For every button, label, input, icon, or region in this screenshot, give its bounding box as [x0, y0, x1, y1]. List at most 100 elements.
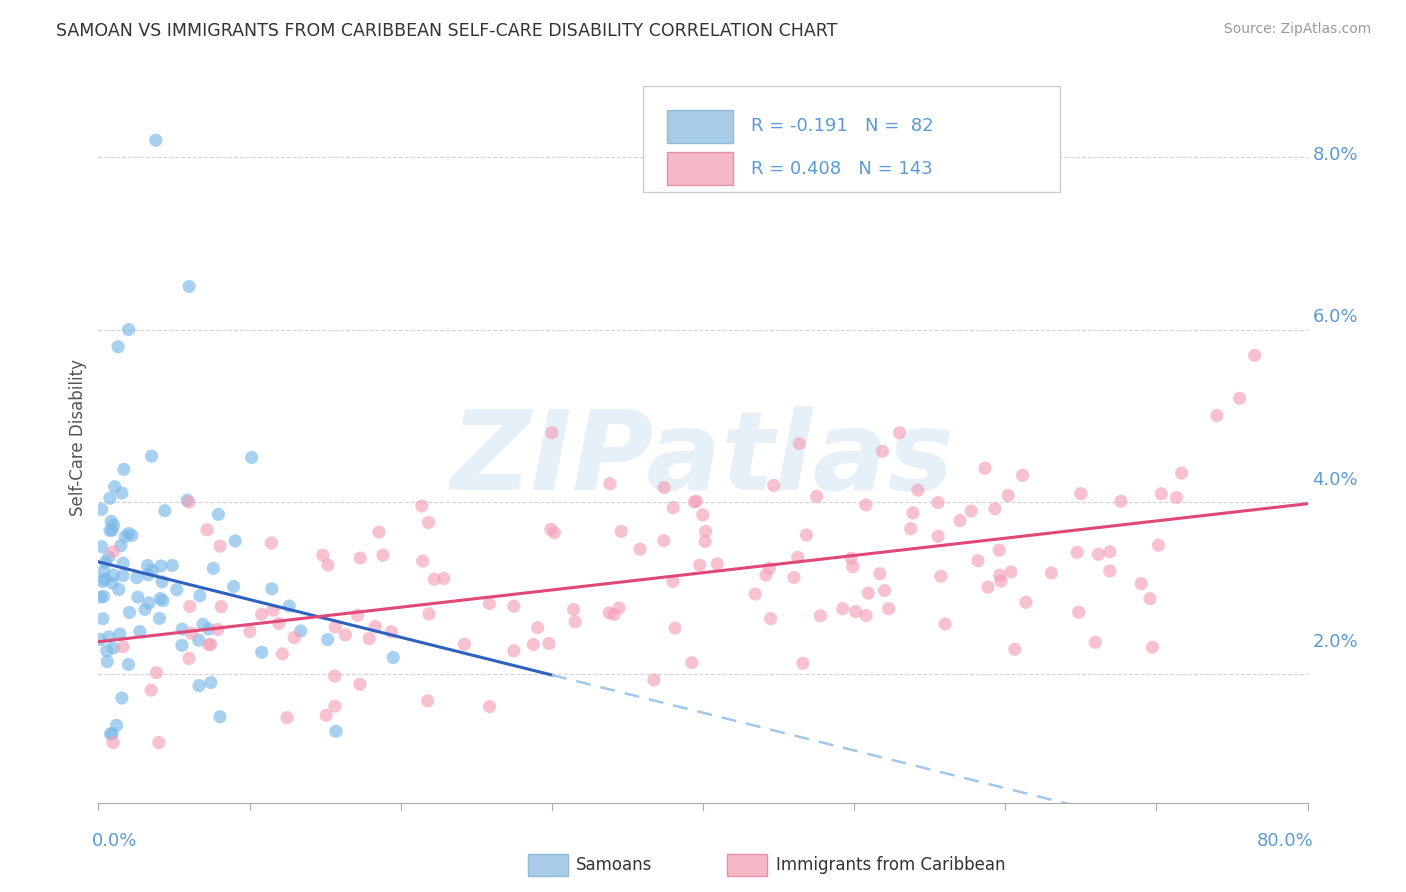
Point: [283, 631, 305, 645]
Point: [103, 641, 125, 656]
Point: [685, 494, 707, 508]
Point: [90, 540, 112, 554]
Point: [1147, 538, 1170, 552]
Point: [107, 340, 129, 354]
Point: [149, 591, 172, 606]
Point: [661, 574, 683, 589]
Point: [209, 599, 232, 614]
Point: [207, 508, 229, 522]
Point: [652, 533, 675, 548]
Point: [831, 601, 853, 615]
Point: [101, 727, 124, 741]
Point: [607, 601, 630, 615]
Point: [907, 483, 929, 498]
Point: [1166, 491, 1188, 505]
Text: R = 0.408   N = 143: R = 0.408 N = 143: [751, 160, 934, 178]
Point: [145, 665, 167, 680]
Point: [423, 572, 446, 586]
Point: [103, 568, 125, 582]
Point: [997, 489, 1019, 503]
Point: [111, 486, 134, 500]
Point: [1084, 635, 1107, 649]
Point: [537, 636, 560, 650]
Point: [901, 506, 924, 520]
Point: [90, 590, 112, 604]
Point: [104, 480, 127, 494]
Point: [262, 603, 284, 617]
Point: [967, 554, 990, 568]
Point: [783, 570, 806, 584]
Point: [187, 633, 209, 648]
Point: [97, 630, 120, 644]
Point: [222, 580, 245, 594]
Point: [150, 574, 173, 589]
Point: [188, 679, 211, 693]
Point: [315, 708, 337, 723]
Point: [1206, 409, 1229, 423]
Point: [984, 501, 1007, 516]
Point: [276, 711, 298, 725]
Point: [1087, 547, 1109, 561]
Point: [323, 669, 346, 683]
Point: [368, 524, 391, 539]
Point: [856, 586, 879, 600]
Point: [200, 637, 222, 651]
Point: [105, 718, 128, 732]
Point: [758, 561, 780, 575]
Point: [412, 554, 434, 568]
Point: [200, 675, 222, 690]
Point: [416, 694, 439, 708]
Point: [418, 516, 440, 530]
Point: [152, 593, 174, 607]
Point: [98, 491, 121, 506]
Point: [96, 655, 118, 669]
Point: [1139, 591, 1161, 606]
Point: [786, 550, 808, 565]
Point: [662, 500, 685, 515]
Point: [855, 608, 877, 623]
Text: Source: ZipAtlas.com: Source: ZipAtlas.com: [1223, 22, 1371, 37]
Point: [599, 476, 621, 491]
Point: [114, 530, 136, 544]
Point: [112, 568, 135, 582]
Point: [145, 133, 167, 147]
Point: [689, 558, 711, 572]
Point: [562, 602, 585, 616]
Point: [652, 481, 675, 495]
Point: [810, 608, 832, 623]
Point: [706, 557, 728, 571]
Text: SAMOAN VS IMMIGRANTS FROM CARIBBEAN SELF-CARE DISABILITY CORRELATION CHART: SAMOAN VS IMMIGRANTS FROM CARIBBEAN SELF…: [56, 22, 838, 40]
Point: [1229, 392, 1251, 406]
Point: [900, 522, 922, 536]
Point: [692, 508, 714, 522]
Point: [929, 569, 952, 583]
Point: [1011, 468, 1033, 483]
Point: [93, 573, 115, 587]
Text: 0.0%: 0.0%: [93, 832, 138, 850]
Point: [990, 574, 1012, 588]
Point: [202, 561, 225, 575]
Point: [136, 558, 159, 573]
Text: R = -0.191   N =  82: R = -0.191 N = 82: [751, 117, 934, 136]
Point: [312, 548, 335, 562]
Point: [110, 539, 132, 553]
Point: [806, 489, 828, 503]
Point: [1109, 494, 1132, 508]
Point: [1015, 595, 1038, 609]
Point: [260, 536, 283, 550]
Point: [1000, 565, 1022, 579]
Point: [177, 495, 200, 509]
Point: [148, 735, 170, 749]
Point: [789, 436, 811, 450]
Point: [188, 589, 211, 603]
Point: [522, 638, 544, 652]
Point: [101, 735, 124, 749]
Point: [855, 498, 877, 512]
Point: [755, 568, 778, 582]
Y-axis label: Self-Care Disability: Self-Care Disability: [69, 359, 87, 516]
Point: [91, 612, 114, 626]
Point: [191, 617, 214, 632]
Point: [325, 724, 347, 739]
Point: [543, 525, 565, 540]
Point: [1170, 466, 1192, 480]
